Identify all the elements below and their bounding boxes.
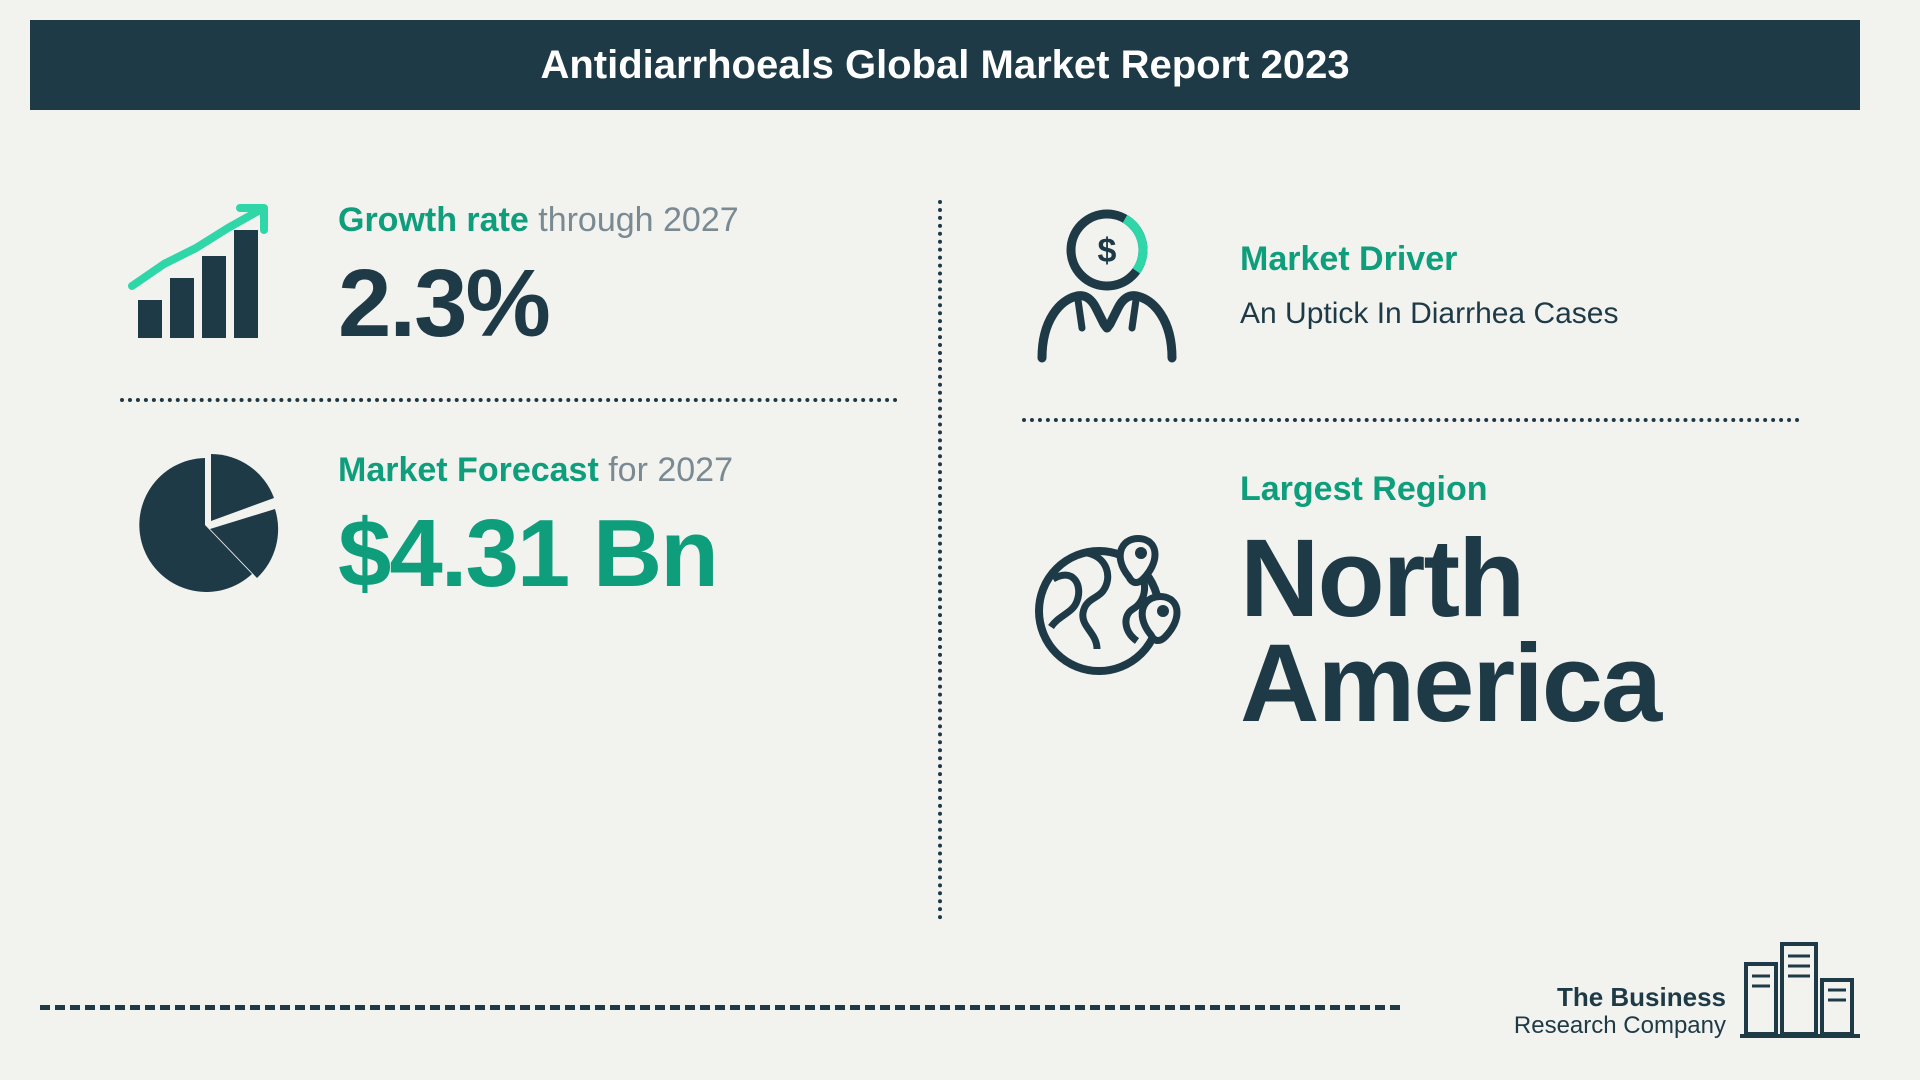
growth-section: Growth rate through 2027 2.3% bbox=[120, 180, 898, 370]
left-horizontal-divider bbox=[120, 398, 898, 402]
brand-block: The Business Research Company bbox=[1514, 930, 1860, 1040]
growth-label-accent: Growth rate bbox=[338, 201, 529, 239]
svg-text:$: $ bbox=[1098, 232, 1117, 270]
left-column: Growth rate through 2027 2.3% Market For… bbox=[120, 180, 938, 940]
forecast-label-accent: Market Forecast bbox=[338, 451, 599, 489]
growth-label-muted: through 2027 bbox=[529, 201, 739, 239]
title-banner: Antidiarrhoeals Global Market Report 202… bbox=[30, 20, 1860, 110]
bottom-dashed-divider bbox=[40, 1005, 1400, 1010]
forecast-section: Market Forecast for 2027 $4.31 Bn bbox=[120, 430, 898, 620]
content-grid: Growth rate through 2027 2.3% Market For… bbox=[120, 180, 1800, 940]
forecast-value: $4.31 Bn bbox=[338, 508, 898, 599]
pie-chart-icon bbox=[120, 450, 290, 600]
hands-coin-icon: $ bbox=[1022, 200, 1192, 370]
globe-pins-icon bbox=[1022, 523, 1192, 683]
region-label: Largest Region bbox=[1240, 470, 1800, 509]
forecast-label: Market Forecast for 2027 bbox=[338, 451, 898, 490]
growth-value: 2.3% bbox=[338, 258, 898, 349]
brand-buildings-icon bbox=[1740, 930, 1860, 1040]
brand-line1: The Business bbox=[1514, 983, 1726, 1013]
growth-chart-icon bbox=[120, 200, 290, 350]
growth-label: Growth rate through 2027 bbox=[338, 201, 898, 240]
brand-text: The Business Research Company bbox=[1514, 983, 1726, 1040]
right-horizontal-divider bbox=[1022, 418, 1800, 422]
report-title: Antidiarrhoeals Global Market Report 202… bbox=[540, 43, 1349, 88]
region-value: North America bbox=[1240, 527, 1800, 736]
brand-line2: Research Company bbox=[1514, 1012, 1726, 1040]
right-column: $ Market Driver An Uptick In Diarrhea Ca… bbox=[942, 180, 1800, 940]
driver-section: $ Market Driver An Uptick In Diarrhea Ca… bbox=[1022, 180, 1800, 390]
forecast-label-muted: for 2027 bbox=[599, 451, 733, 489]
driver-desc: An Uptick In Diarrhea Cases bbox=[1240, 297, 1800, 331]
region-section: Largest Region North America bbox=[1022, 450, 1800, 756]
driver-label: Market Driver bbox=[1240, 240, 1800, 279]
